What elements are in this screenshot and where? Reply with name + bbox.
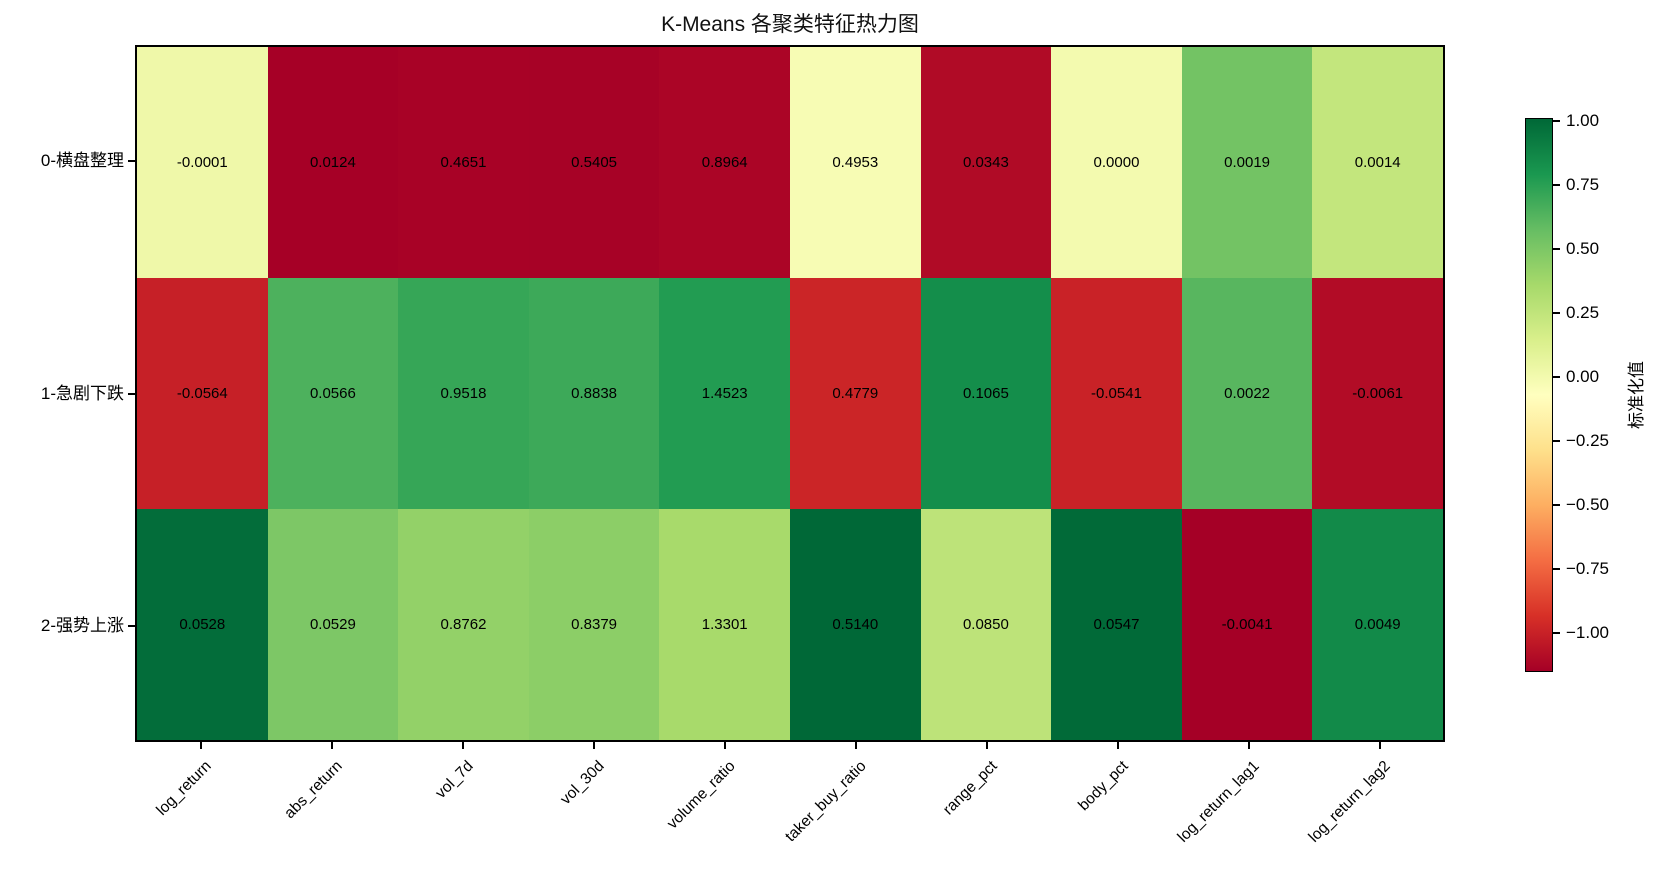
y-axis-tick bbox=[128, 160, 135, 163]
heatmap-cell: 0.0850 bbox=[920, 509, 1052, 740]
heatmap-cell: -0.0564 bbox=[137, 278, 268, 509]
y-axis-tick bbox=[128, 624, 135, 627]
heatmap-cell: 0.8762 bbox=[398, 509, 529, 740]
colorbar-tick-label: 0.75 bbox=[1566, 174, 1600, 194]
heatmap-cell: 0.9518 bbox=[398, 278, 529, 509]
heatmap-cell: -0.0041 bbox=[1181, 509, 1313, 740]
x-axis-tick bbox=[985, 742, 988, 749]
heatmap-cell: 0.0547 bbox=[1051, 509, 1182, 740]
heatmap-grid: -0.0001 0.0124 0.4651 0.5405 0.8964 0.4953 0.0… bbox=[135, 45, 1445, 742]
heatmap-cell: 0.0529 bbox=[267, 509, 399, 740]
colorbar-tick-label: 0.25 bbox=[1566, 302, 1600, 322]
heatmap-cell: 1.3301 bbox=[659, 509, 790, 740]
heatmap-cell: 0.8964 bbox=[659, 47, 790, 278]
heatmap-cell: 0.5405 bbox=[528, 47, 660, 278]
x-axis-tick bbox=[592, 742, 595, 749]
heatmap-cell: -0.0001 bbox=[137, 47, 268, 278]
y-axis-label: 2-强势上涨 bbox=[40, 615, 124, 635]
heatmap-cell: 0.1065 bbox=[920, 278, 1052, 509]
x-axis-tick bbox=[330, 742, 333, 749]
heatmap-cell: 0.5140 bbox=[790, 509, 921, 740]
heatmap-cell: 0.0000 bbox=[1051, 47, 1182, 278]
x-axis-tick bbox=[1116, 742, 1119, 749]
colorbar-axis-label: 标准化值 bbox=[1627, 361, 1646, 429]
colorbar bbox=[1525, 118, 1553, 672]
colorbar-tick-label: −1.00 bbox=[1566, 622, 1610, 642]
heatmap-cell: 0.0528 bbox=[137, 509, 268, 740]
heatmap-cell: 0.0566 bbox=[267, 278, 399, 509]
heatmap-cell: 0.8838 bbox=[528, 278, 660, 509]
x-axis-tick bbox=[854, 742, 857, 749]
x-axis-label: log_return bbox=[152, 757, 215, 820]
heatmap-cell: 0.4953 bbox=[790, 47, 921, 278]
x-axis-tick bbox=[461, 742, 464, 749]
colorbar-tick bbox=[1553, 183, 1560, 186]
heatmap-cell: 0.0019 bbox=[1181, 47, 1313, 278]
x-axis-tick bbox=[723, 742, 726, 749]
colorbar-tick-label: 0.50 bbox=[1566, 238, 1600, 258]
colorbar-tick bbox=[1553, 503, 1560, 506]
heatmap-cell: 0.4779 bbox=[790, 278, 921, 509]
heatmap-cell: 1.4523 bbox=[659, 278, 790, 509]
colorbar-tick bbox=[1553, 311, 1560, 314]
colorbar-tick-label: 1.00 bbox=[1566, 111, 1600, 131]
colorbar-tick bbox=[1553, 567, 1560, 570]
colorbar-tick-label: −0.50 bbox=[1566, 494, 1610, 514]
heatmap-cell: -0.0061 bbox=[1312, 278, 1443, 509]
colorbar-tick bbox=[1553, 375, 1560, 378]
heatmap-cell: 0.0124 bbox=[267, 47, 399, 278]
colorbar-tick bbox=[1553, 120, 1560, 123]
x-axis-tick bbox=[1247, 742, 1250, 749]
x-axis-tick bbox=[199, 742, 202, 749]
y-axis-label: 1-急剧下跌 bbox=[40, 383, 124, 403]
heatmap-cell: -0.0541 bbox=[1051, 278, 1182, 509]
x-axis-tick bbox=[1378, 742, 1381, 749]
heatmap-cell: 0.0049 bbox=[1312, 509, 1443, 740]
colorbar-tick-label: 0.00 bbox=[1566, 366, 1600, 386]
colorbar-tick bbox=[1553, 631, 1560, 634]
heatmap-cell: 0.8379 bbox=[528, 509, 660, 740]
colorbar-tick-label: −0.25 bbox=[1566, 430, 1610, 450]
heatmap-cell: 0.0343 bbox=[920, 47, 1052, 278]
chart-title: K-Means 各聚类特征热力图 bbox=[661, 13, 919, 36]
colorbar-tick-label: −0.75 bbox=[1566, 558, 1610, 578]
heatmap-cell: 0.0014 bbox=[1312, 47, 1443, 278]
colorbar-tick bbox=[1553, 439, 1560, 442]
heatmap-cell: 0.4651 bbox=[398, 47, 529, 278]
heatmap-cell: 0.0022 bbox=[1181, 278, 1313, 509]
colorbar-tick bbox=[1553, 247, 1560, 250]
y-axis-tick bbox=[128, 392, 135, 395]
y-axis-label: 0-横盘整理 bbox=[40, 151, 124, 171]
